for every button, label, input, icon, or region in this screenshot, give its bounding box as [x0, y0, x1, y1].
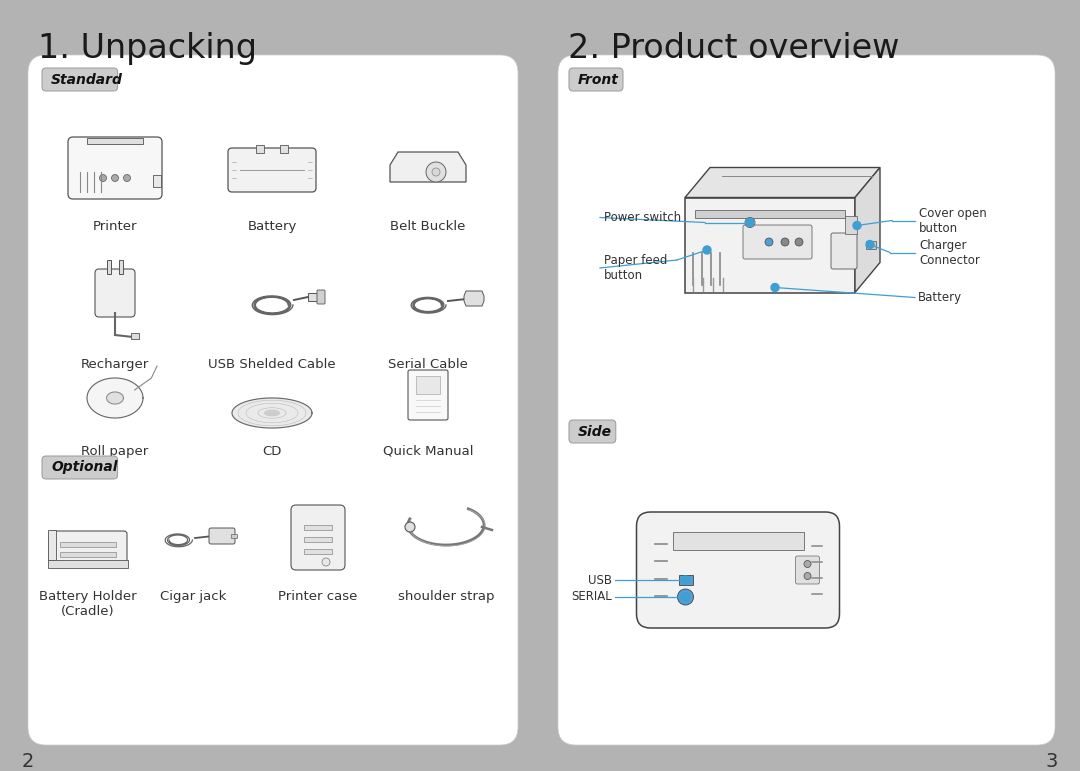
- Circle shape: [795, 238, 804, 246]
- FancyBboxPatch shape: [408, 370, 448, 420]
- FancyBboxPatch shape: [228, 148, 316, 192]
- Circle shape: [853, 221, 861, 230]
- Bar: [60, 542, 116, 547]
- FancyBboxPatch shape: [318, 290, 325, 304]
- Text: Belt Buckle: Belt Buckle: [390, 220, 465, 233]
- Circle shape: [781, 238, 789, 246]
- Circle shape: [746, 218, 754, 227]
- FancyBboxPatch shape: [210, 528, 235, 544]
- Text: Printer case: Printer case: [279, 590, 357, 603]
- Text: shoulder strap: shoulder strap: [397, 590, 495, 603]
- Bar: [48, 530, 56, 560]
- Bar: [303, 525, 332, 530]
- Circle shape: [745, 217, 755, 227]
- Circle shape: [99, 174, 107, 181]
- Bar: [153, 175, 161, 187]
- Circle shape: [405, 522, 415, 532]
- Text: Front: Front: [578, 72, 619, 86]
- Text: Quick Manual: Quick Manual: [382, 445, 473, 458]
- Polygon shape: [232, 398, 312, 428]
- Text: Charger
Connector: Charger Connector: [919, 238, 980, 267]
- Bar: [845, 216, 858, 234]
- Text: Battery: Battery: [247, 220, 297, 233]
- Circle shape: [677, 589, 693, 605]
- FancyBboxPatch shape: [95, 269, 135, 317]
- Text: Recharger: Recharger: [81, 358, 149, 371]
- Text: 1. Unpacking: 1. Unpacking: [38, 32, 257, 65]
- Text: Battery Holder
(Cradle): Battery Holder (Cradle): [39, 590, 137, 618]
- FancyBboxPatch shape: [569, 68, 623, 91]
- Polygon shape: [685, 167, 880, 197]
- Circle shape: [681, 576, 689, 584]
- Text: SERIAL: SERIAL: [571, 591, 612, 604]
- Bar: [119, 260, 123, 274]
- Bar: [673, 532, 804, 550]
- Circle shape: [432, 168, 440, 176]
- Polygon shape: [685, 197, 855, 292]
- Text: Optional: Optional: [51, 460, 118, 474]
- Circle shape: [866, 241, 874, 248]
- Circle shape: [681, 593, 689, 601]
- Text: Cover open
button: Cover open button: [919, 207, 987, 234]
- Bar: [131, 333, 139, 339]
- Text: Serial Cable: Serial Cable: [388, 358, 468, 371]
- Text: Printer: Printer: [93, 220, 137, 233]
- FancyBboxPatch shape: [42, 456, 118, 479]
- FancyBboxPatch shape: [68, 137, 162, 199]
- Text: Power switch: Power switch: [604, 211, 681, 224]
- Polygon shape: [390, 152, 465, 182]
- FancyBboxPatch shape: [636, 512, 839, 628]
- Bar: [256, 145, 264, 153]
- FancyBboxPatch shape: [743, 225, 812, 259]
- Circle shape: [111, 174, 119, 181]
- Text: USB: USB: [588, 574, 612, 587]
- Bar: [280, 145, 288, 153]
- Text: 3: 3: [1045, 752, 1058, 771]
- Text: Roll paper: Roll paper: [81, 445, 149, 458]
- Bar: [60, 552, 116, 557]
- Text: Paper feed
button: Paper feed button: [604, 254, 667, 282]
- Circle shape: [771, 284, 779, 291]
- FancyBboxPatch shape: [49, 531, 127, 565]
- Circle shape: [322, 558, 330, 566]
- Circle shape: [804, 573, 811, 580]
- Text: Cigar jack: Cigar jack: [160, 590, 226, 603]
- FancyBboxPatch shape: [831, 233, 858, 269]
- FancyBboxPatch shape: [42, 68, 118, 91]
- FancyBboxPatch shape: [28, 55, 518, 745]
- Bar: [678, 575, 692, 585]
- Text: Standard: Standard: [51, 72, 123, 86]
- Circle shape: [804, 561, 811, 567]
- Bar: [231, 534, 237, 538]
- Bar: [48, 560, 129, 568]
- Circle shape: [765, 238, 773, 246]
- Bar: [107, 260, 111, 274]
- Text: 2. Product overview: 2. Product overview: [568, 32, 900, 65]
- Polygon shape: [107, 392, 123, 404]
- Bar: [696, 210, 845, 217]
- Bar: [308, 293, 318, 301]
- Bar: [416, 376, 440, 394]
- Circle shape: [703, 246, 711, 254]
- Bar: [303, 537, 332, 542]
- FancyBboxPatch shape: [291, 505, 345, 570]
- Text: Side: Side: [578, 425, 612, 439]
- FancyBboxPatch shape: [558, 55, 1055, 745]
- Text: Battery: Battery: [918, 291, 962, 304]
- Bar: [866, 241, 876, 248]
- Circle shape: [123, 174, 131, 181]
- FancyBboxPatch shape: [569, 420, 616, 443]
- Text: 2: 2: [22, 752, 35, 771]
- Text: CD: CD: [262, 445, 282, 458]
- Bar: [303, 549, 332, 554]
- FancyBboxPatch shape: [796, 556, 820, 584]
- Circle shape: [426, 162, 446, 182]
- Polygon shape: [855, 167, 880, 292]
- Circle shape: [681, 593, 689, 601]
- Text: USB Shelded Cable: USB Shelded Cable: [208, 358, 336, 371]
- Bar: [87, 138, 143, 144]
- Polygon shape: [87, 378, 143, 418]
- Polygon shape: [265, 410, 280, 416]
- Polygon shape: [464, 291, 484, 306]
